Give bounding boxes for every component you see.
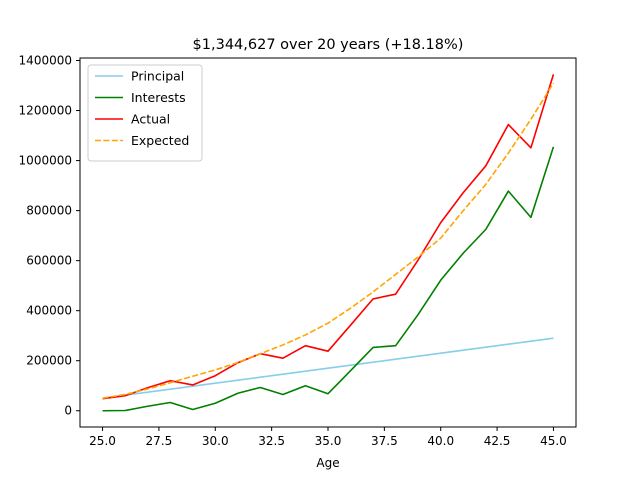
y-tick-label: 1400000 — [19, 54, 72, 68]
x-tick-label: 30.0 — [202, 434, 229, 448]
series-line-principal — [102, 337, 554, 400]
x-axis-label: Age — [316, 456, 339, 470]
x-tick-label: 37.5 — [371, 434, 398, 448]
legend: Principal Interests Actual Expected — [87, 64, 203, 162]
legend-label-actual: Actual — [131, 112, 170, 127]
x-tick-label: 45.0 — [540, 434, 567, 448]
axes-layer: 25.0 27.5 30.0 32.5 35.0 37.5 40.0 42.5 45.0 0 200… — [19, 54, 577, 448]
x-tick-label: 32.5 — [258, 434, 285, 448]
series-line-interests — [102, 146, 555, 412]
y-tick-label: 1000000 — [19, 154, 72, 168]
x-tick-label: 40.0 — [427, 434, 454, 448]
legend-label-interests: Interests — [131, 90, 186, 105]
y-tick-label: 200000 — [26, 354, 72, 368]
y-tick-label: 600000 — [26, 254, 72, 268]
series-line-actual — [102, 74, 555, 400]
y-tick-label: 800000 — [26, 204, 72, 218]
x-tick-label: 25.0 — [89, 434, 116, 448]
x-tick-label: 35.0 — [315, 434, 342, 448]
legend-label-principal: Principal — [131, 69, 184, 84]
y-tick-label: 400000 — [26, 304, 72, 318]
series-layer — [102, 74, 555, 412]
x-tick-label: 27.5 — [146, 434, 173, 448]
series-line-expected — [102, 82, 555, 400]
y-tick-label: 0 — [64, 404, 72, 418]
y-tick-label: 1200000 — [19, 104, 72, 118]
x-tick-label: 42.5 — [484, 434, 511, 448]
chart-title: $1,344,627 over 20 years (+18.18%) — [193, 37, 464, 53]
legend-label-expected: Expected — [131, 133, 189, 148]
legend-box — [87, 64, 203, 162]
